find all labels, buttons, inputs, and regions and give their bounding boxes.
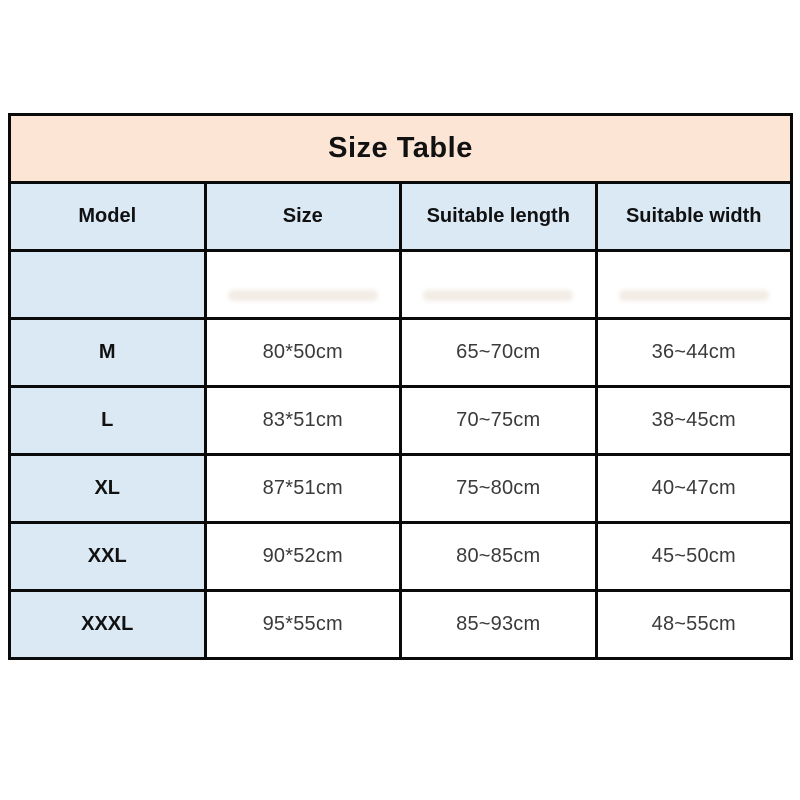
- length-cell: 85~93cm: [399, 589, 598, 660]
- erased-text-smudge: [423, 290, 574, 301]
- length-cell: 80~85cm: [399, 521, 598, 592]
- width-cell: 40~47cm: [594, 453, 793, 524]
- erased-text-smudge: [618, 290, 769, 301]
- width-cell: 45~50cm: [594, 521, 793, 592]
- column-header-length: Suitable length: [399, 181, 598, 252]
- width-cell: 38~45cm: [594, 385, 793, 456]
- column-header-size: Size: [203, 181, 402, 252]
- model-cell: [8, 249, 207, 320]
- model-cell: M: [8, 317, 207, 388]
- model-cell: XXXL: [8, 589, 207, 660]
- title-row: Size Table: [8, 113, 793, 184]
- width-cell: 48~55cm: [594, 589, 793, 660]
- size-cell: 80*50cm: [203, 317, 402, 388]
- width-cell: 36~44cm: [594, 317, 793, 388]
- model-cell: XL: [8, 453, 207, 524]
- size-cell: 83*51cm: [203, 385, 402, 456]
- column-header-width: Suitable width: [594, 181, 793, 252]
- size-cell: 95*55cm: [203, 589, 402, 660]
- table-row-m: M 80*50cm 65~70cm 36~44cm: [8, 317, 793, 388]
- size-cell: [203, 249, 402, 320]
- model-cell: L: [8, 385, 207, 456]
- length-cell: 65~70cm: [399, 317, 598, 388]
- length-cell: [399, 249, 598, 320]
- erased-text-smudge: [227, 290, 378, 301]
- size-cell: 87*51cm: [203, 453, 402, 524]
- width-cell: [594, 249, 793, 320]
- table-row-xl: XL 87*51cm 75~80cm 40~47cm: [8, 453, 793, 524]
- page-title: Size Table: [8, 113, 793, 184]
- column-header-model: Model: [8, 181, 207, 252]
- table-row-empty: [8, 249, 793, 320]
- table-row-xxxl: XXXL 95*55cm 85~93cm 48~55cm: [8, 589, 793, 660]
- table-row-l: L 83*51cm 70~75cm 38~45cm: [8, 385, 793, 456]
- length-cell: 70~75cm: [399, 385, 598, 456]
- column-header-row: Model Size Suitable length Suitable widt…: [8, 181, 793, 252]
- size-cell: 90*52cm: [203, 521, 402, 592]
- table-row-xxl: XXL 90*52cm 80~85cm 45~50cm: [8, 521, 793, 592]
- length-cell: 75~80cm: [399, 453, 598, 524]
- model-cell: XXL: [8, 521, 207, 592]
- size-table: Size Table Model Size Suitable length Su…: [8, 113, 793, 660]
